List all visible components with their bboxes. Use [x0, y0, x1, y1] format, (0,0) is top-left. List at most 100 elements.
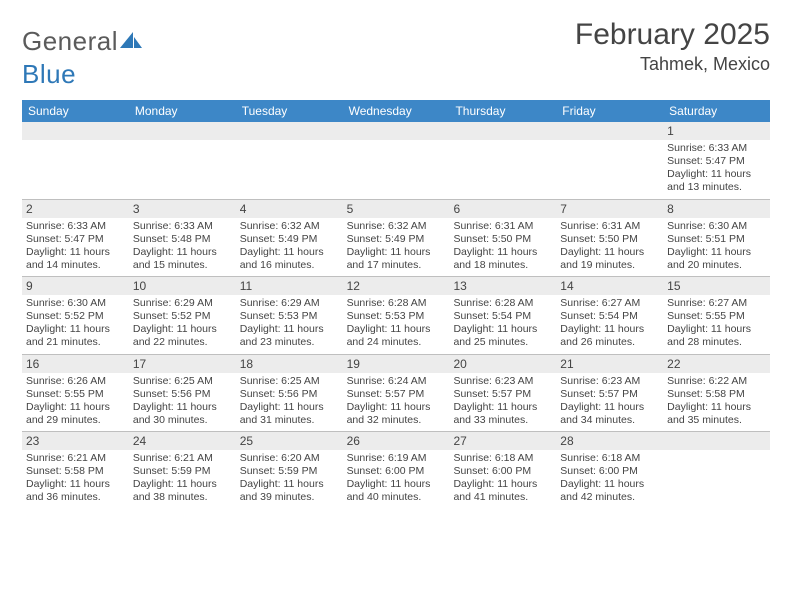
day-cell: Sunrise: 6:18 AMSunset: 6:00 PMDaylight:…	[556, 450, 663, 509]
day-cell: Sunrise: 6:33 AMSunset: 5:48 PMDaylight:…	[129, 218, 236, 277]
day-number: 1	[663, 122, 770, 140]
day-number-row: 2345678	[22, 200, 770, 218]
day-number: 21	[556, 355, 663, 373]
day-details: Sunrise: 6:25 AMSunset: 5:56 PMDaylight:…	[133, 375, 232, 428]
logo: General	[22, 18, 142, 57]
week-row: Sunrise: 6:26 AMSunset: 5:55 PMDaylight:…	[22, 373, 770, 433]
weekday-header: Sunday	[22, 100, 129, 122]
day-number: 11	[236, 277, 343, 295]
day-number: 7	[556, 200, 663, 218]
day-number: 9	[22, 277, 129, 295]
day-details: Sunrise: 6:19 AMSunset: 6:00 PMDaylight:…	[347, 452, 446, 505]
day-number	[236, 122, 343, 140]
day-cell: Sunrise: 6:21 AMSunset: 5:58 PMDaylight:…	[22, 450, 129, 509]
day-details: Sunrise: 6:32 AMSunset: 5:49 PMDaylight:…	[240, 220, 339, 273]
day-number	[663, 432, 770, 450]
week-row: Sunrise: 6:33 AMSunset: 5:47 PMDaylight:…	[22, 140, 770, 200]
day-details: Sunrise: 6:32 AMSunset: 5:49 PMDaylight:…	[347, 220, 446, 273]
day-cell: Sunrise: 6:32 AMSunset: 5:49 PMDaylight:…	[236, 218, 343, 277]
day-number: 20	[449, 355, 556, 373]
weekday-header: Tuesday	[236, 100, 343, 122]
day-number: 23	[22, 432, 129, 450]
day-number: 5	[343, 200, 450, 218]
day-details: Sunrise: 6:23 AMSunset: 5:57 PMDaylight:…	[560, 375, 659, 428]
day-number: 19	[343, 355, 450, 373]
day-cell: Sunrise: 6:31 AMSunset: 5:50 PMDaylight:…	[449, 218, 556, 277]
day-number-row: 232425262728	[22, 432, 770, 450]
day-cell: Sunrise: 6:25 AMSunset: 5:56 PMDaylight:…	[129, 373, 236, 432]
day-number	[449, 122, 556, 140]
day-number: 14	[556, 277, 663, 295]
weekday-header: Monday	[129, 100, 236, 122]
day-number	[129, 122, 236, 140]
day-number: 8	[663, 200, 770, 218]
day-details: Sunrise: 6:28 AMSunset: 5:54 PMDaylight:…	[453, 297, 552, 350]
weekday-header: Wednesday	[343, 100, 450, 122]
day-number: 13	[449, 277, 556, 295]
day-cell: Sunrise: 6:22 AMSunset: 5:58 PMDaylight:…	[663, 373, 770, 432]
day-details: Sunrise: 6:26 AMSunset: 5:55 PMDaylight:…	[26, 375, 125, 428]
day-cell: Sunrise: 6:27 AMSunset: 5:55 PMDaylight:…	[663, 295, 770, 354]
day-number: 18	[236, 355, 343, 373]
day-details: Sunrise: 6:30 AMSunset: 5:51 PMDaylight:…	[667, 220, 766, 273]
day-number: 15	[663, 277, 770, 295]
day-details: Sunrise: 6:27 AMSunset: 5:55 PMDaylight:…	[667, 297, 766, 350]
day-cell: Sunrise: 6:25 AMSunset: 5:56 PMDaylight:…	[236, 373, 343, 432]
day-cell: Sunrise: 6:30 AMSunset: 5:52 PMDaylight:…	[22, 295, 129, 354]
day-number: 2	[22, 200, 129, 218]
day-number-row: 1	[22, 122, 770, 140]
weekday-header: Thursday	[449, 100, 556, 122]
day-cell	[556, 140, 663, 199]
day-details: Sunrise: 6:21 AMSunset: 5:59 PMDaylight:…	[133, 452, 232, 505]
day-cell	[663, 450, 770, 509]
weekday-header: Friday	[556, 100, 663, 122]
title-block: February 2025 Tahmek, Mexico	[575, 18, 770, 75]
day-number: 26	[343, 432, 450, 450]
week-row: Sunrise: 6:33 AMSunset: 5:47 PMDaylight:…	[22, 218, 770, 278]
day-cell: Sunrise: 6:29 AMSunset: 5:52 PMDaylight:…	[129, 295, 236, 354]
day-details: Sunrise: 6:22 AMSunset: 5:58 PMDaylight:…	[667, 375, 766, 428]
logo-text-blue: Blue	[22, 59, 76, 90]
day-cell: Sunrise: 6:31 AMSunset: 5:50 PMDaylight:…	[556, 218, 663, 277]
week-row: Sunrise: 6:30 AMSunset: 5:52 PMDaylight:…	[22, 295, 770, 355]
day-cell	[236, 140, 343, 199]
day-number	[343, 122, 450, 140]
day-number: 27	[449, 432, 556, 450]
day-cell: Sunrise: 6:23 AMSunset: 5:57 PMDaylight:…	[449, 373, 556, 432]
day-cell	[129, 140, 236, 199]
day-cell: Sunrise: 6:20 AMSunset: 5:59 PMDaylight:…	[236, 450, 343, 509]
day-number: 6	[449, 200, 556, 218]
day-cell: Sunrise: 6:28 AMSunset: 5:54 PMDaylight:…	[449, 295, 556, 354]
day-details: Sunrise: 6:33 AMSunset: 5:47 PMDaylight:…	[667, 142, 766, 195]
day-details: Sunrise: 6:31 AMSunset: 5:50 PMDaylight:…	[560, 220, 659, 273]
day-number: 3	[129, 200, 236, 218]
day-cell: Sunrise: 6:33 AMSunset: 5:47 PMDaylight:…	[22, 218, 129, 277]
day-number	[22, 122, 129, 140]
day-number-row: 9101112131415	[22, 277, 770, 295]
calendar-page: General February 2025 Tahmek, Mexico Blu…	[0, 0, 792, 509]
day-cell: Sunrise: 6:29 AMSunset: 5:53 PMDaylight:…	[236, 295, 343, 354]
weekday-header-row: SundayMondayTuesdayWednesdayThursdayFrid…	[22, 100, 770, 122]
day-details: Sunrise: 6:21 AMSunset: 5:58 PMDaylight:…	[26, 452, 125, 505]
day-details: Sunrise: 6:28 AMSunset: 5:53 PMDaylight:…	[347, 297, 446, 350]
day-cell	[22, 140, 129, 199]
day-details: Sunrise: 6:18 AMSunset: 6:00 PMDaylight:…	[560, 452, 659, 505]
day-details: Sunrise: 6:33 AMSunset: 5:47 PMDaylight:…	[26, 220, 125, 273]
day-details: Sunrise: 6:20 AMSunset: 5:59 PMDaylight:…	[240, 452, 339, 505]
day-details: Sunrise: 6:29 AMSunset: 5:52 PMDaylight:…	[133, 297, 232, 350]
day-number: 24	[129, 432, 236, 450]
day-cell: Sunrise: 6:30 AMSunset: 5:51 PMDaylight:…	[663, 218, 770, 277]
month-title: February 2025	[575, 18, 770, 52]
day-number: 12	[343, 277, 450, 295]
day-details: Sunrise: 6:29 AMSunset: 5:53 PMDaylight:…	[240, 297, 339, 350]
weekday-header: Saturday	[663, 100, 770, 122]
day-number: 16	[22, 355, 129, 373]
day-details: Sunrise: 6:23 AMSunset: 5:57 PMDaylight:…	[453, 375, 552, 428]
day-details: Sunrise: 6:31 AMSunset: 5:50 PMDaylight:…	[453, 220, 552, 273]
sail-icon	[120, 32, 142, 55]
day-cell	[449, 140, 556, 199]
day-number: 25	[236, 432, 343, 450]
day-details: Sunrise: 6:30 AMSunset: 5:52 PMDaylight:…	[26, 297, 125, 350]
day-details: Sunrise: 6:24 AMSunset: 5:57 PMDaylight:…	[347, 375, 446, 428]
day-number-row: 16171819202122	[22, 355, 770, 373]
